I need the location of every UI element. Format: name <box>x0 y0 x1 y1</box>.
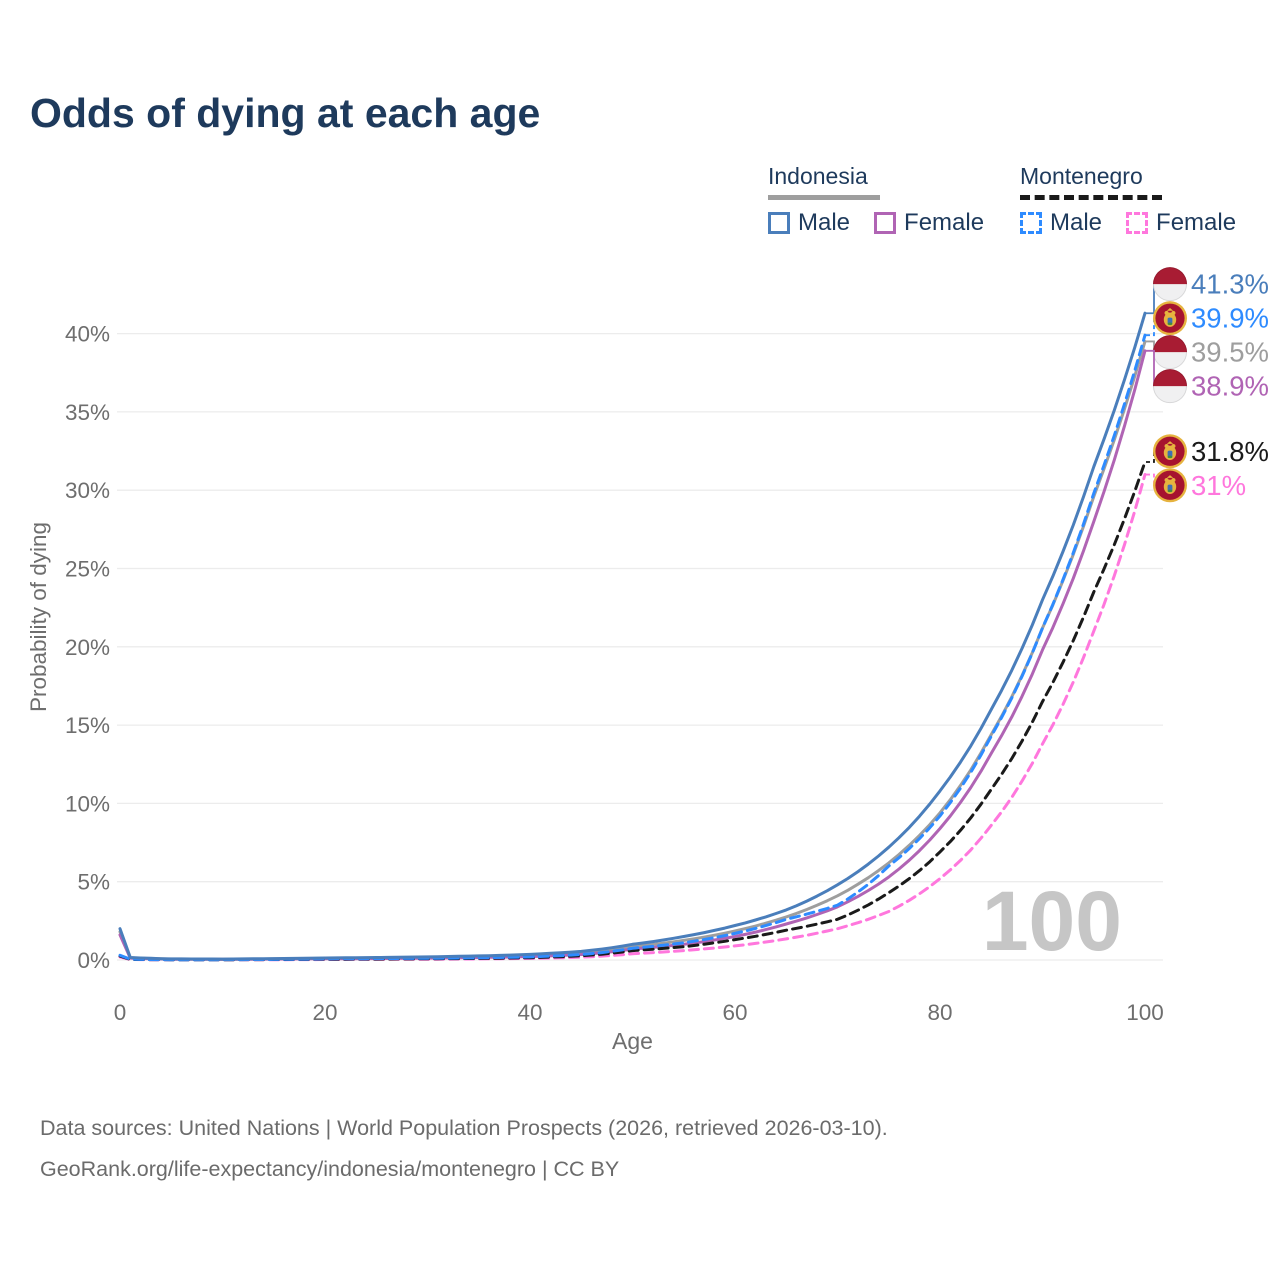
y-tick-label-5: 5% <box>77 870 110 895</box>
end-value-label-mf: 31% <box>1191 470 1246 501</box>
legend-country-indonesia[interactable]: Indonesia <box>768 163 868 189</box>
page-title: Odds of dying at each age <box>30 90 541 136</box>
end-label-connector-mm <box>1146 317 1159 337</box>
footer-attribution: GeoRank.org/life-expectancy/indonesia/mo… <box>40 1157 620 1181</box>
y-tick-label-40: 40% <box>65 322 110 347</box>
y-tick-label-20: 20% <box>65 635 110 660</box>
x-tick-label-60: 60 <box>722 1000 747 1025</box>
footer-data-sources: Data sources: United Nations | World Pop… <box>40 1116 888 1140</box>
end-value-label-mb: 31.8% <box>1191 436 1269 467</box>
indonesia-female-swatch[interactable] <box>874 212 897 234</box>
age-counter-watermark: 100 <box>982 874 1122 968</box>
y-tick-label-0: 0% <box>77 948 110 973</box>
end-value-label-mm: 39.9% <box>1191 303 1269 334</box>
indonesia-line-swatch <box>768 195 880 200</box>
y-tick-label-30: 30% <box>65 478 110 503</box>
montenegro-male-label[interactable]: Male <box>1050 209 1103 236</box>
y-axis-title: Probability of dying <box>26 522 51 712</box>
series-line-if[interactable] <box>118 349 1147 961</box>
end-value-label-im: 41.3% <box>1191 269 1269 300</box>
end-value-label-ib: 39.5% <box>1191 337 1269 368</box>
series-line-ib[interactable] <box>118 339 1147 961</box>
x-tick-label-0: 0 <box>114 1000 127 1025</box>
indonesia-female-label[interactable]: Female <box>904 209 985 236</box>
indonesia-male-label[interactable]: Male <box>798 209 851 236</box>
x-tick-label-80: 80 <box>927 1000 952 1025</box>
footer: Data sources: United Nations | World Pop… <box>40 1108 888 1190</box>
x-tick-label-20: 20 <box>312 1000 337 1025</box>
y-tick-label-25: 25% <box>65 557 110 582</box>
montenegro-flag-icon <box>1153 301 1187 336</box>
end-value-label-if: 38.9% <box>1191 371 1269 402</box>
series-line-im[interactable] <box>118 311 1147 961</box>
montenegro-flag-icon <box>1153 434 1187 469</box>
legend-group-indonesia: Indonesia Male Female <box>768 163 1000 237</box>
series-line-mm[interactable] <box>118 333 1147 962</box>
montenegro-flag-icon <box>1153 468 1187 503</box>
montenegro-male-swatch[interactable] <box>1020 212 1042 234</box>
x-tick-label-40: 40 <box>517 1000 542 1025</box>
legend-country-montenegro[interactable]: Montenegro <box>1020 163 1143 189</box>
x-tick-label-100: 100 <box>1126 1000 1164 1025</box>
x-axis-title: Age <box>612 1028 653 1054</box>
legend-group-montenegro: Montenegro Male Female <box>1020 163 1252 237</box>
indonesia-flag-icon <box>1153 335 1187 370</box>
y-tick-label-35: 35% <box>65 400 110 425</box>
indonesia-flag-icon <box>1153 267 1187 302</box>
indonesia-flag-icon <box>1153 369 1187 404</box>
y-tick-label-15: 15% <box>65 713 110 738</box>
montenegro-female-swatch[interactable] <box>1126 212 1149 234</box>
montenegro-line-swatch <box>1020 195 1162 200</box>
indonesia-male-swatch[interactable] <box>768 212 790 234</box>
y-tick-label-10: 10% <box>65 791 110 816</box>
montenegro-female-label[interactable]: Female <box>1156 209 1237 236</box>
